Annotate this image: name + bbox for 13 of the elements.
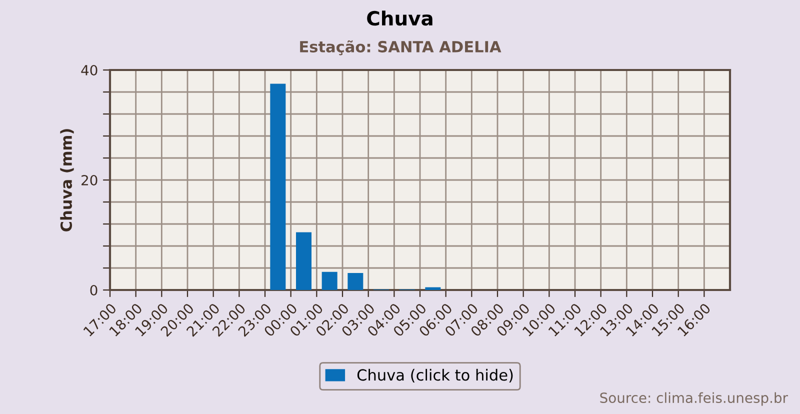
bar bbox=[322, 272, 338, 290]
legend-label: Chuva (click to hide) bbox=[357, 368, 513, 383]
y-axis-title: Chuva (mm) bbox=[60, 129, 74, 232]
bar bbox=[270, 84, 286, 290]
bar bbox=[425, 287, 441, 290]
bar bbox=[296, 232, 312, 290]
chart-subtitle: Estação: SANTA ADELIA bbox=[300, 40, 502, 56]
source-note: Source: clima.feis.unesp.br bbox=[600, 392, 788, 406]
y-tick-label: 0 bbox=[90, 284, 98, 296]
chart-title: Chuva bbox=[367, 10, 432, 26]
y-tick-label: 40 bbox=[81, 64, 98, 76]
y-tick-label: 20 bbox=[82, 174, 98, 186]
bar bbox=[348, 272, 364, 290]
